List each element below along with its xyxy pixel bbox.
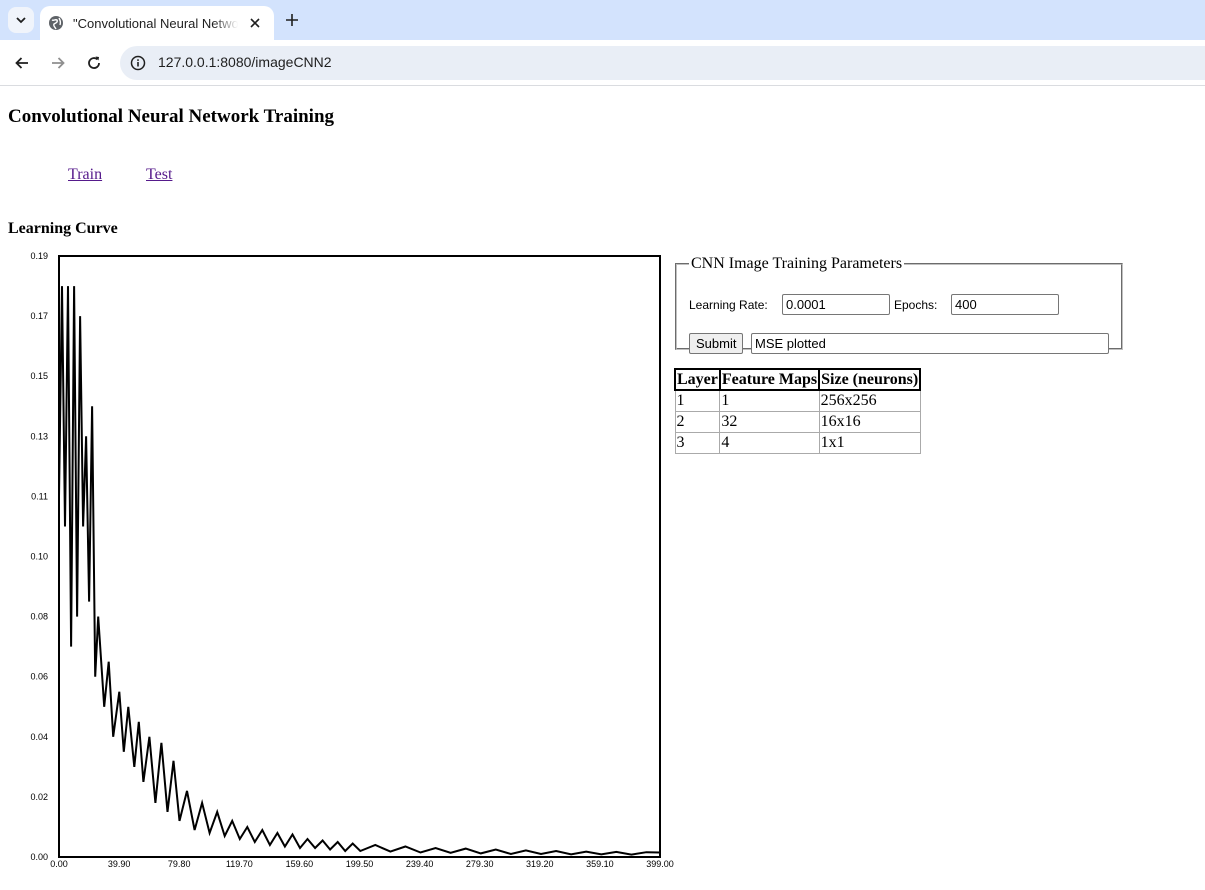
table-row: 1 1 256x256 xyxy=(674,389,921,412)
forward-arrow-icon[interactable] xyxy=(46,51,70,75)
y-tick-label: 0.06 xyxy=(30,672,48,682)
site-info-icon[interactable] xyxy=(129,54,147,72)
x-tick-label: 239.40 xyxy=(406,859,434,869)
x-tick-label: 0.00 xyxy=(50,859,68,869)
x-tick-label: 79.80 xyxy=(168,859,191,869)
table-row: 3 4 1x1 xyxy=(674,431,921,454)
table-cell: 32 xyxy=(719,410,820,433)
epochs-label: Epochs: xyxy=(894,298,938,312)
x-tick-label: 279.30 xyxy=(466,859,494,869)
table-cell: 1 xyxy=(719,389,820,412)
url-text: 127.0.0.1:8080/imageCNN2 xyxy=(158,54,332,70)
page-title: Convolutional Neural Network Training xyxy=(8,106,335,127)
table-cell: 1x1 xyxy=(818,431,921,454)
chevron-down-icon xyxy=(16,17,26,24)
train-link[interactable]: Train xyxy=(68,166,103,183)
tab-search-button[interactable] xyxy=(8,7,34,33)
y-tick-label: 0.13 xyxy=(30,431,48,441)
x-tick-label: 199.50 xyxy=(346,859,374,869)
table-cell: 4 xyxy=(719,431,820,454)
plot-frame xyxy=(58,255,661,858)
table-cell: 2 xyxy=(674,410,721,433)
table-cell: 16x16 xyxy=(818,410,921,433)
browser-toolbar: 127.0.0.1:8080/imageCNN2 xyxy=(0,40,1205,86)
x-tick-label: 159.60 xyxy=(286,859,314,869)
globe-icon xyxy=(48,15,64,31)
parameters-legend: CNN Image Training Parameters xyxy=(691,255,903,272)
learning-rate-label: Learning Rate: xyxy=(689,298,768,312)
table-cell: 1 xyxy=(674,389,721,412)
submit-button[interactable]: Submit xyxy=(689,333,744,354)
tab-title: "Convolutional Neural Network Training" xyxy=(73,15,238,31)
reload-icon[interactable] xyxy=(82,51,106,75)
test-link[interactable]: Test xyxy=(146,166,173,183)
y-tick-label: 0.19 xyxy=(30,251,48,261)
feature-maps-column-header: Feature Maps xyxy=(718,368,821,391)
browser-tab-strip: "Convolutional Neural Network Training" xyxy=(0,0,1205,40)
y-tick-label: 0.04 xyxy=(30,732,48,742)
address-bar[interactable]: 127.0.0.1:8080/imageCNN2 xyxy=(120,46,1205,80)
x-tick-label: 359.10 xyxy=(586,859,614,869)
training-parameters-fieldset: CNN Image Training Parameters Learning R… xyxy=(675,255,1123,354)
table-cell: 256x256 xyxy=(818,389,921,412)
y-tick-label: 0.00 xyxy=(30,852,48,862)
x-tick-label: 119.70 xyxy=(226,859,253,869)
y-tick-label: 0.08 xyxy=(30,612,48,622)
status-field[interactable] xyxy=(751,333,1109,354)
mse-series-line xyxy=(58,286,661,856)
y-tick-label: 0.10 xyxy=(30,552,48,562)
table-cell: 3 xyxy=(674,431,721,454)
y-tick-label: 0.11 xyxy=(31,491,48,501)
x-tick-label: 399.00 xyxy=(646,859,674,869)
layers-table: Layer Feature Maps Size (neurons) 1 1 25… xyxy=(674,368,922,454)
layer-column-header: Layer xyxy=(674,368,721,391)
size-column-header: Size (neurons) xyxy=(818,368,922,391)
learning-curve-chart: 0.00 39.90 79.80 119.70 159.60 199.50 239.40 27… xyxy=(30,251,674,869)
epochs-input[interactable] xyxy=(951,294,1059,315)
table-row: 2 32 16x16 xyxy=(674,410,921,433)
learning-rate-input[interactable] xyxy=(782,294,890,315)
x-tick-label: 319.20 xyxy=(526,859,554,869)
y-tick-label: 0.15 xyxy=(30,371,48,381)
table-header-row: Layer Feature Maps Size (neurons) xyxy=(674,368,922,391)
learning-curve-heading: Learning Curve xyxy=(8,220,118,237)
back-arrow-icon[interactable] xyxy=(10,51,34,75)
new-tab-icon[interactable] xyxy=(282,10,302,30)
close-tab-icon[interactable] xyxy=(246,14,264,32)
y-tick-label: 0.17 xyxy=(30,311,48,321)
x-tick-label: 39.90 xyxy=(108,859,131,869)
y-tick-label: 0.02 xyxy=(30,792,48,802)
browser-tab-active[interactable]: "Convolutional Neural Network Training" xyxy=(40,6,274,40)
